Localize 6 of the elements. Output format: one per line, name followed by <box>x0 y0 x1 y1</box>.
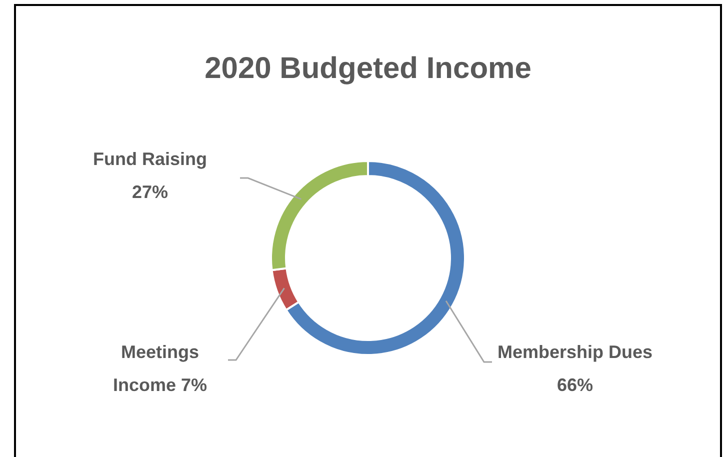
slice-label: Fund Raising <box>93 149 207 169</box>
chart-title: 2020 Budgeted Income <box>204 52 532 85</box>
slice-label: Membership Dues <box>497 342 653 362</box>
data-label: 66% <box>556 375 594 395</box>
slice-label: Meetings Income 7% <box>112 342 208 395</box>
data-label: 27% <box>132 182 168 202</box>
